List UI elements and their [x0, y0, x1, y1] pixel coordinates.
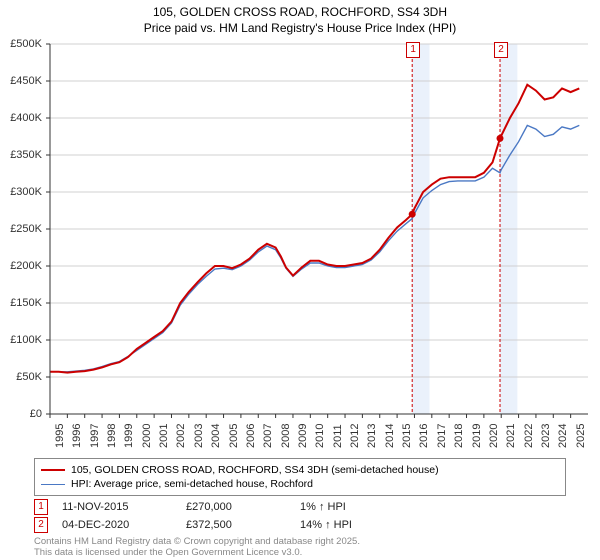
xtick-label: 2009 — [297, 424, 309, 448]
xtick-label: 2025 — [575, 424, 587, 448]
xtick-label: 2021 — [505, 424, 517, 448]
xtick-label: 2012 — [349, 424, 361, 448]
license-line1: Contains HM Land Registry data © Crown c… — [34, 536, 360, 547]
xtick-label: 2007 — [262, 424, 274, 448]
datapoint-marker-icon: 1 — [34, 499, 48, 515]
datapoint-date: 11-NOV-2015 — [62, 501, 172, 513]
legend-swatch-hpi — [41, 484, 65, 485]
xtick-label: 1999 — [123, 424, 135, 448]
ytick-label: £400K — [10, 112, 42, 124]
xtick-label: 1996 — [71, 424, 83, 448]
datapoints-table: 1 11-NOV-2015 £270,000 1% ↑ HPI 2 04-DEC… — [34, 498, 566, 534]
datapoint-row: 1 11-NOV-2015 £270,000 1% ↑ HPI — [34, 498, 566, 516]
xtick-label: 2023 — [540, 424, 552, 448]
datapoint-price: £372,500 — [186, 519, 286, 531]
xtick-label: 1997 — [89, 424, 101, 448]
datapoint-price: £270,000 — [186, 501, 286, 513]
license-text: Contains HM Land Registry data © Crown c… — [34, 536, 360, 559]
chart-container: 105, GOLDEN CROSS ROAD, ROCHFORD, SS4 3D… — [0, 0, 600, 560]
xtick-label: 1995 — [54, 424, 66, 448]
xtick-label: 2024 — [557, 424, 569, 448]
chart-marker-2: 2 — [494, 42, 508, 58]
xtick-label: 2008 — [280, 424, 292, 448]
title-line2: Price paid vs. HM Land Registry's House … — [0, 20, 600, 36]
title-block: 105, GOLDEN CROSS ROAD, ROCHFORD, SS4 3D… — [0, 0, 600, 36]
ytick-label: £0 — [30, 408, 42, 420]
xtick-label: 2002 — [175, 424, 187, 448]
ytick-label: £100K — [10, 334, 42, 346]
xtick-label: 2005 — [228, 424, 240, 448]
xtick-label: 2019 — [471, 424, 483, 448]
legend-label-price-paid: 105, GOLDEN CROSS ROAD, ROCHFORD, SS4 3D… — [71, 464, 439, 476]
chart-svg — [50, 44, 588, 414]
xtick-label: 2004 — [210, 424, 222, 448]
ytick-label: £300K — [10, 186, 42, 198]
ytick-label: £350K — [10, 149, 42, 161]
xtick-label: 2011 — [332, 424, 344, 448]
xtick-label: 2010 — [314, 424, 326, 448]
xtick-label: 2015 — [401, 424, 413, 448]
xtick-label: 2006 — [245, 424, 257, 448]
datapoint-date: 04-DEC-2020 — [62, 519, 172, 531]
license-line2: This data is licensed under the Open Gov… — [34, 547, 360, 558]
chart-area: £0£50K£100K£150K£200K£250K£300K£350K£400… — [50, 44, 588, 414]
xtick-label: 2003 — [193, 424, 205, 448]
xtick-label: 2001 — [158, 424, 170, 448]
datapoint-pct: 14% ↑ HPI — [300, 519, 420, 531]
legend-row-price-paid: 105, GOLDEN CROSS ROAD, ROCHFORD, SS4 3D… — [41, 463, 559, 477]
ytick-label: £500K — [10, 38, 42, 50]
title-line1: 105, GOLDEN CROSS ROAD, ROCHFORD, SS4 3D… — [0, 4, 600, 20]
datapoint-marker-icon: 2 — [34, 517, 48, 533]
ytick-label: £150K — [10, 297, 42, 309]
datapoint-row: 2 04-DEC-2020 £372,500 14% ↑ HPI — [34, 516, 566, 534]
xtick-label: 1998 — [106, 424, 118, 448]
xtick-label: 2013 — [366, 424, 378, 448]
ytick-label: £450K — [10, 75, 42, 87]
legend-row-hpi: HPI: Average price, semi-detached house,… — [41, 477, 559, 491]
legend: 105, GOLDEN CROSS ROAD, ROCHFORD, SS4 3D… — [34, 458, 566, 496]
xtick-label: 2022 — [523, 424, 535, 448]
xtick-label: 2020 — [488, 424, 500, 448]
xtick-label: 2018 — [453, 424, 465, 448]
datapoint-pct: 1% ↑ HPI — [300, 501, 420, 513]
chart-marker-1: 1 — [406, 42, 420, 58]
legend-swatch-price-paid — [41, 469, 65, 471]
ytick-label: £250K — [10, 223, 42, 235]
xtick-label: 2017 — [436, 424, 448, 448]
legend-label-hpi: HPI: Average price, semi-detached house,… — [71, 478, 313, 490]
ytick-label: £200K — [10, 260, 42, 272]
ytick-label: £50K — [16, 371, 42, 383]
xtick-label: 2016 — [418, 424, 430, 448]
xtick-label: 2000 — [141, 424, 153, 448]
xtick-label: 2014 — [384, 424, 396, 448]
